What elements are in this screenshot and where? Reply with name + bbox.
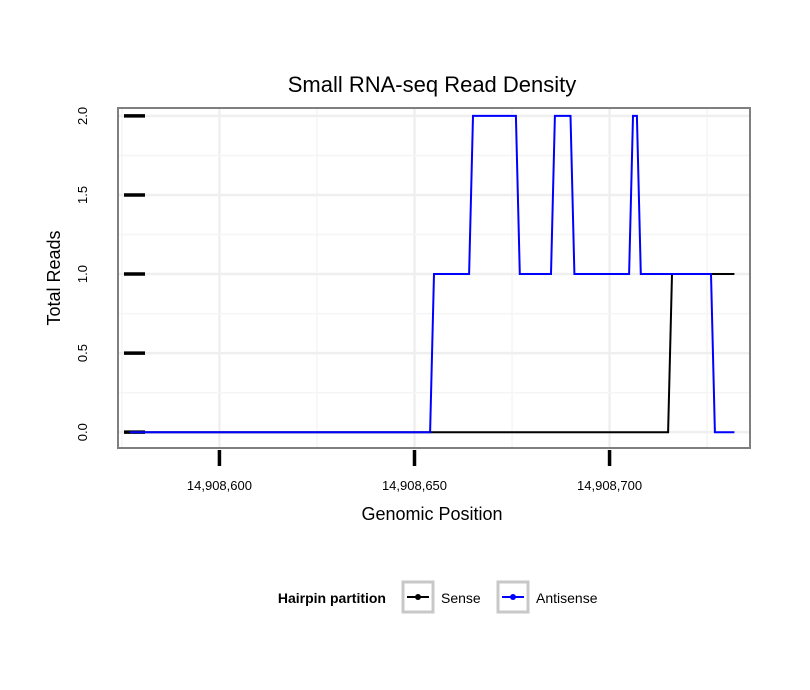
y-axis-label: Total Reads bbox=[44, 230, 64, 325]
x-tick-label: 14,908,700 bbox=[577, 478, 642, 493]
x-tick-label: 14,908,650 bbox=[382, 478, 447, 493]
legend-label-sense: Sense bbox=[441, 590, 481, 606]
x-tick-label: 14,908,600 bbox=[187, 478, 252, 493]
legend-label-antisense: Antisense bbox=[536, 590, 598, 606]
x-axis-label: Genomic Position bbox=[361, 504, 502, 524]
legend: Hairpin partition Sense Antisense bbox=[278, 580, 598, 614]
y-tick-label: 0.5 bbox=[75, 344, 90, 362]
legend-entry-sense: Sense bbox=[401, 580, 481, 614]
series-lines bbox=[129, 114, 735, 434]
legend-key-point-sense bbox=[415, 594, 421, 600]
y-tick-label: 2.0 bbox=[75, 107, 90, 125]
legend-entry-antisense: Antisense bbox=[496, 580, 598, 614]
y-tick-label: 1.0 bbox=[75, 265, 90, 283]
y-tick-label: 0.0 bbox=[75, 423, 90, 441]
chart-title: Small RNA-seq Read Density bbox=[288, 72, 577, 97]
series-line-antisense bbox=[129, 114, 735, 434]
x-axis-ticks: 14,908,600 14,908,650 14,908,700 bbox=[187, 450, 642, 493]
legend-key-point-antisense bbox=[510, 594, 516, 600]
plot-panel-border bbox=[117, 107, 751, 449]
legend-title: Hairpin partition bbox=[278, 590, 386, 606]
y-tick-label: 1.5 bbox=[75, 186, 90, 204]
y-axis-ticks: 0.0 0.5 1.0 1.5 2.0 bbox=[75, 107, 145, 441]
